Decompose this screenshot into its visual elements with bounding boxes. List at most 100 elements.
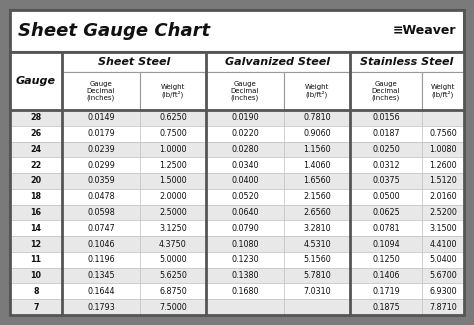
Bar <box>206 189 284 205</box>
Text: 6.9300: 6.9300 <box>429 287 457 296</box>
Bar <box>206 205 284 220</box>
Text: 0.0598: 0.0598 <box>87 208 115 217</box>
Text: 0.7500: 0.7500 <box>159 129 187 138</box>
Bar <box>422 268 464 283</box>
Bar <box>422 220 464 236</box>
Text: 0.1680: 0.1680 <box>231 287 259 296</box>
Bar <box>10 283 62 299</box>
Text: 2.6560: 2.6560 <box>303 208 331 217</box>
Text: 2.0160: 2.0160 <box>429 192 457 201</box>
Bar <box>10 299 62 315</box>
Text: Stainless Steel: Stainless Steel <box>360 57 454 67</box>
Text: 0.1196: 0.1196 <box>87 255 115 264</box>
Bar <box>10 157 62 173</box>
Text: 0.0781: 0.0781 <box>372 224 400 233</box>
Bar <box>350 220 422 236</box>
Bar <box>10 189 62 205</box>
Text: 1.6560: 1.6560 <box>303 176 331 186</box>
Text: 24: 24 <box>30 145 42 154</box>
Text: Weight
(lb/ft²): Weight (lb/ft²) <box>305 84 329 98</box>
Text: 0.7810: 0.7810 <box>303 113 331 123</box>
Bar <box>10 252 62 268</box>
Text: 1.5120: 1.5120 <box>429 176 457 186</box>
Bar <box>62 157 140 173</box>
Text: 0.1094: 0.1094 <box>372 240 400 249</box>
Text: 0.1080: 0.1080 <box>231 240 259 249</box>
Bar <box>62 110 140 126</box>
Bar <box>350 299 422 315</box>
Bar <box>350 268 422 283</box>
Bar <box>284 299 350 315</box>
Text: Gauge
Decimal
(inches): Gauge Decimal (inches) <box>231 81 259 101</box>
Bar <box>140 173 206 189</box>
Text: 0.1380: 0.1380 <box>231 271 259 280</box>
Bar <box>62 252 140 268</box>
Bar <box>140 252 206 268</box>
Bar <box>284 268 350 283</box>
Bar <box>62 299 140 315</box>
Text: 7.0310: 7.0310 <box>303 287 331 296</box>
Text: 3.1250: 3.1250 <box>159 224 187 233</box>
Bar <box>62 52 206 72</box>
Text: 5.1560: 5.1560 <box>303 255 331 264</box>
Bar <box>350 283 422 299</box>
Text: 0.0239: 0.0239 <box>87 145 115 154</box>
Bar <box>10 110 62 126</box>
Text: 0.0299: 0.0299 <box>87 161 115 170</box>
Bar <box>140 268 206 283</box>
Text: 0.6250: 0.6250 <box>159 113 187 123</box>
Bar <box>10 220 62 236</box>
Bar <box>140 126 206 142</box>
Text: Gauge
Decimal
(inches): Gauge Decimal (inches) <box>372 81 400 101</box>
Bar <box>10 205 62 220</box>
Bar <box>350 126 422 142</box>
Text: Gauge
Decimal
(inches): Gauge Decimal (inches) <box>87 81 115 101</box>
Bar <box>350 110 422 126</box>
Text: 2.0000: 2.0000 <box>159 192 187 201</box>
Text: 0.0478: 0.0478 <box>87 192 115 201</box>
Text: 0.7560: 0.7560 <box>429 129 457 138</box>
Text: 0.0220: 0.0220 <box>231 129 259 138</box>
Text: 0.0340: 0.0340 <box>231 161 259 170</box>
Bar <box>284 126 350 142</box>
Bar <box>422 173 464 189</box>
Bar <box>140 236 206 252</box>
Bar <box>62 72 140 110</box>
Text: Galvanized Steel: Galvanized Steel <box>226 57 330 67</box>
Bar <box>422 205 464 220</box>
Text: ≡Weaver: ≡Weaver <box>392 24 456 37</box>
Text: 5.7810: 5.7810 <box>303 271 331 280</box>
Text: 7.8710: 7.8710 <box>429 303 457 312</box>
Text: Sheet Gauge Chart: Sheet Gauge Chart <box>18 22 210 40</box>
Text: 0.0400: 0.0400 <box>231 176 259 186</box>
Bar <box>422 252 464 268</box>
Text: Weight
(lb/ft²): Weight (lb/ft²) <box>161 84 185 98</box>
Text: 0.1230: 0.1230 <box>231 255 259 264</box>
Bar <box>62 236 140 252</box>
Text: 1.4060: 1.4060 <box>303 161 331 170</box>
Text: 7: 7 <box>33 303 39 312</box>
Text: 0.1793: 0.1793 <box>87 303 115 312</box>
Text: 14: 14 <box>30 224 42 233</box>
Text: Gauge: Gauge <box>16 76 56 86</box>
Text: 0.0280: 0.0280 <box>231 145 259 154</box>
Bar <box>284 173 350 189</box>
Bar <box>422 157 464 173</box>
Text: 10: 10 <box>30 271 42 280</box>
Text: 0.1406: 0.1406 <box>372 271 400 280</box>
Text: 0.9060: 0.9060 <box>303 129 331 138</box>
Bar <box>140 157 206 173</box>
Bar <box>10 126 62 142</box>
Text: 8: 8 <box>33 287 39 296</box>
Text: 0.0500: 0.0500 <box>372 192 400 201</box>
Bar <box>350 52 464 72</box>
Bar <box>206 126 284 142</box>
Text: 3.2810: 3.2810 <box>303 224 331 233</box>
Bar <box>10 236 62 252</box>
Bar <box>284 142 350 157</box>
Bar <box>206 173 284 189</box>
Bar <box>206 236 284 252</box>
Text: 1.0000: 1.0000 <box>159 145 187 154</box>
Bar <box>350 142 422 157</box>
Bar <box>284 220 350 236</box>
